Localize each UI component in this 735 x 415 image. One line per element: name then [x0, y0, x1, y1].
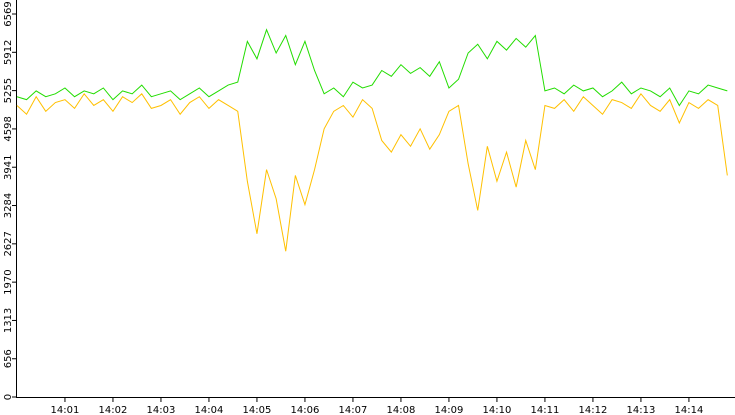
y-tick-label: 1970	[3, 269, 14, 294]
x-tick-label: 14:03	[147, 405, 176, 415]
x-tick-label: 14:04	[195, 405, 224, 415]
x-tick-label: 14:09	[435, 405, 464, 415]
y-tick-label: 3941	[3, 154, 14, 179]
data-line	[16, 92, 728, 252]
x-tick-label: 14:08	[387, 405, 416, 415]
y-tick-label: 6569	[3, 1, 14, 26]
y-tick-label: 2627	[3, 231, 14, 256]
x-tick-label: 14:13	[627, 405, 656, 415]
x-tick-label: 14:02	[99, 405, 128, 415]
y-tick-label: 0	[3, 394, 14, 400]
x-tick-label: 14:11	[531, 405, 560, 415]
y-tick-label: 4598	[3, 116, 14, 141]
x-tick-label: 14:07	[339, 405, 368, 415]
y-tick-label: 3284	[3, 193, 14, 218]
y-tick-label: 5255	[3, 78, 14, 103]
x-tick-label: 14:14	[675, 405, 704, 415]
x-tick-label: 14:10	[483, 405, 512, 415]
x-tick-label: 14:05	[243, 405, 272, 415]
data-line	[16, 28, 728, 107]
x-tick-label: 14:06	[291, 405, 320, 415]
x-tick-label: 14:12	[579, 405, 608, 415]
y-tick-label: 1313	[3, 308, 14, 333]
y-tick-label: 656	[3, 349, 14, 368]
x-tick-label: 14:01	[51, 405, 80, 415]
y-tick-label: 5912	[3, 40, 14, 65]
